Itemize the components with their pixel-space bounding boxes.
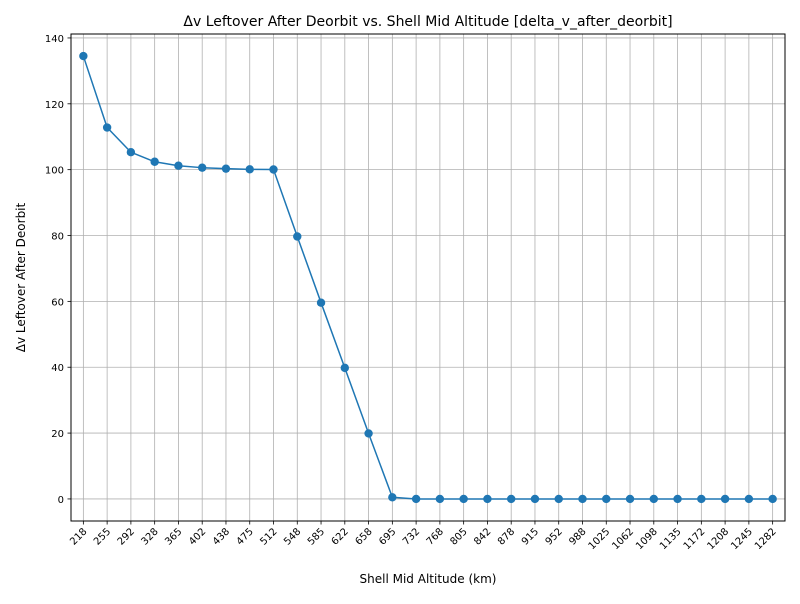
data-point bbox=[554, 494, 563, 504]
grid bbox=[71, 34, 785, 521]
data-point bbox=[388, 493, 397, 502]
data-point bbox=[697, 494, 706, 504]
data-point bbox=[506, 494, 516, 504]
data-point bbox=[483, 494, 492, 504]
y-tick-label: 60 bbox=[51, 297, 64, 308]
y-tick-label: 80 bbox=[51, 232, 64, 243]
data-point bbox=[221, 164, 231, 173]
y-tick-label: 0 bbox=[58, 495, 64, 506]
y-tick-label: 120 bbox=[45, 100, 64, 111]
data-point bbox=[198, 163, 207, 172]
data-point bbox=[126, 148, 136, 157]
y-tick-label: 20 bbox=[51, 429, 64, 440]
data-point bbox=[435, 494, 445, 504]
data-point bbox=[316, 298, 326, 307]
data-point bbox=[269, 165, 278, 174]
data-point bbox=[459, 494, 468, 504]
data-point bbox=[102, 123, 112, 132]
data-point bbox=[340, 363, 350, 373]
chart-title: Δv Leftover After Deorbit vs. Shell Mid … bbox=[183, 14, 672, 30]
data-point bbox=[744, 494, 754, 504]
data-point bbox=[411, 494, 421, 504]
plot-frame bbox=[70, 33, 786, 522]
y-tick-label: 100 bbox=[45, 166, 64, 177]
data-point bbox=[625, 494, 635, 504]
data-point bbox=[174, 161, 183, 170]
data-point bbox=[673, 494, 682, 504]
y-tick-label: 40 bbox=[51, 363, 64, 374]
data-point bbox=[293, 232, 302, 241]
data-point bbox=[649, 494, 658, 504]
y-axis-label: Δv Leftover After Deorbit bbox=[14, 202, 28, 352]
data-point bbox=[720, 494, 730, 504]
y-tick-label: 140 bbox=[45, 34, 64, 45]
data-point bbox=[530, 494, 540, 504]
data-point bbox=[578, 494, 587, 504]
data-point bbox=[245, 165, 254, 174]
data-point bbox=[150, 157, 159, 166]
data-point bbox=[364, 429, 373, 438]
data-point bbox=[602, 494, 611, 504]
x-axis-label: Shell Mid Altitude (km) bbox=[360, 572, 497, 586]
series-layer bbox=[79, 51, 777, 504]
data-point bbox=[768, 494, 777, 504]
data-point bbox=[79, 51, 88, 61]
